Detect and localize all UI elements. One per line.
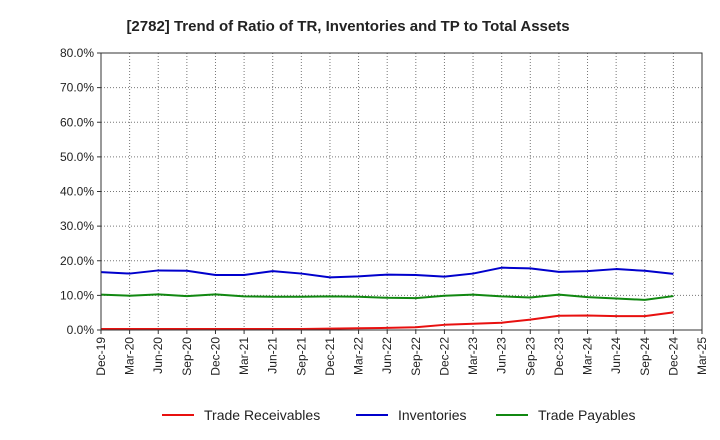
grid	[101, 53, 702, 330]
plot-border	[100, 52, 703, 331]
y-tick-label: 10.0%	[60, 288, 94, 302]
series-group	[100, 266, 674, 330]
y-tick-label: 0.0%	[67, 323, 95, 337]
x-tick-label: Jun-22	[380, 337, 394, 374]
x-tick-label: Mar-24	[581, 337, 595, 375]
x-tick-label: Jun-20	[151, 337, 165, 374]
y-tick-label: 40.0%	[60, 185, 94, 199]
x-tick-label: Sep-21	[294, 337, 308, 376]
chart-title: [2782] Trend of Ratio of TR, Inventories…	[126, 18, 569, 35]
x-tick-label: Mar-21	[237, 337, 251, 375]
x-tick-label: Dec-24	[666, 337, 680, 376]
series-line-inventories	[100, 266, 674, 279]
x-tick-label: Dec-22	[437, 337, 451, 376]
y-tick-label: 60.0%	[60, 115, 94, 129]
x-tick-label: Dec-19	[94, 337, 108, 376]
x-tick-label: Mar-22	[352, 337, 366, 375]
series-line-trade-payables	[100, 293, 674, 301]
x-tick-label: Jun-24	[609, 337, 623, 374]
y-tick-label: 80.0%	[60, 46, 94, 60]
x-tick-label: Dec-23	[552, 337, 566, 376]
series-line-trade-receivables	[101, 311, 674, 330]
legend: Trade Receivables Inventories Trade Payabl…	[162, 407, 636, 423]
x-tick-label: Dec-21	[323, 337, 337, 376]
x-tick-label: Mar-23	[466, 337, 480, 375]
y-tick-label: 20.0%	[60, 254, 94, 268]
legend-label-trade-payables: Trade Payables	[538, 407, 636, 423]
legend-label-inventories: Inventories	[398, 407, 466, 423]
x-tick-label: Jun-21	[266, 337, 280, 374]
x-tick-label: Sep-20	[180, 337, 194, 376]
x-axis: Dec-19 Mar-20 Jun-20 Sep-20 Dec-20 Mar-21 Jun-…	[94, 330, 709, 376]
y-tick-label: 30.0%	[60, 219, 94, 233]
x-tick-label: Mar-25	[695, 337, 709, 375]
y-tick-label: 70.0%	[60, 81, 94, 95]
x-tick-label: Jun-23	[495, 337, 509, 374]
y-axis: 0.0% 10.0% 20.0% 30.0% 40.0% 50.0% 60.0% 70.0% 8…	[60, 46, 101, 337]
x-tick-label: Sep-23	[523, 337, 537, 376]
x-tick-label: Sep-22	[409, 337, 423, 376]
x-tick-label: Mar-20	[123, 337, 137, 375]
x-tick-label: Sep-24	[638, 337, 652, 376]
legend-label-trade-receivables: Trade Receivables	[204, 407, 320, 423]
x-tick-label: Dec-20	[208, 337, 222, 376]
y-tick-label: 50.0%	[60, 150, 94, 164]
